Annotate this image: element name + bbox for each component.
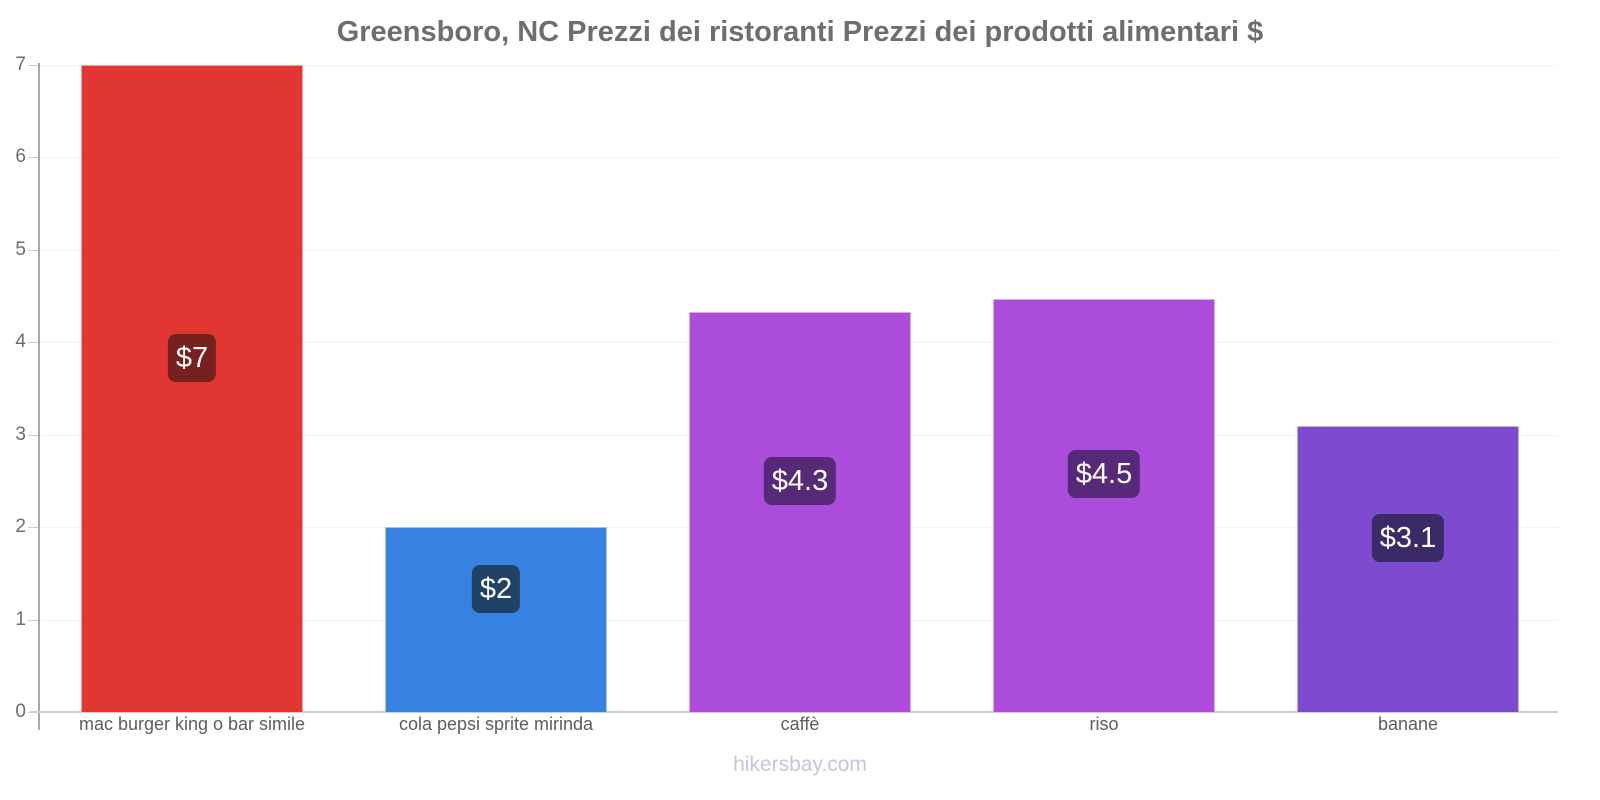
bar-1[interactable] — [81, 65, 303, 712]
y-tick-label: 5 — [15, 238, 26, 260]
x-category-label: riso — [1089, 714, 1119, 734]
y-tick-label: 7 — [15, 54, 26, 75]
bar-value-label: $2 — [471, 564, 521, 613]
chart-title: Greensboro, NC Prezzi dei ristoranti Pre… — [336, 16, 1264, 48]
x-category-label: banane — [1377, 714, 1439, 734]
y-tick-label: 3 — [15, 423, 26, 445]
bar-value-label: $4.5 — [1067, 450, 1141, 499]
y-axis-line — [38, 63, 40, 730]
x-category-label: caffè — [780, 714, 820, 734]
bar-3[interactable] — [689, 311, 911, 712]
y-tick-label: 1 — [15, 608, 26, 630]
y-axis-tick — [28, 249, 40, 251]
y-gridline — [41, 65, 1558, 66]
x-category-label: cola pepsi sprite mirinda — [398, 714, 594, 734]
bar-2[interactable] — [385, 527, 607, 712]
y-axis-tick — [28, 157, 40, 159]
y-tick-label: 6 — [15, 146, 26, 168]
bar-value-label: $7 — [167, 333, 217, 382]
y-axis-tick — [28, 342, 40, 344]
x-axis-line — [30, 711, 1558, 713]
y-axis-tick — [28, 65, 40, 66]
bar-4[interactable] — [993, 298, 1215, 712]
y-axis-tick — [28, 527, 40, 529]
y-axis-tick — [28, 434, 40, 436]
watermark-link[interactable]: hikersbay.com — [733, 753, 867, 776]
y-axis-tick — [28, 619, 40, 621]
x-category-label: mac burger king o bar simile — [78, 714, 306, 734]
y-tick-label: 4 — [15, 331, 26, 353]
bar-5[interactable] — [1297, 425, 1519, 712]
bar-value-label: $3.1 — [1371, 513, 1445, 562]
y-tick-label: 0 — [15, 701, 26, 722]
bar-value-label: $4.3 — [763, 456, 837, 505]
y-tick-label: 2 — [15, 516, 26, 538]
y-gridline — [41, 157, 1558, 159]
y-gridline — [41, 249, 1558, 251]
